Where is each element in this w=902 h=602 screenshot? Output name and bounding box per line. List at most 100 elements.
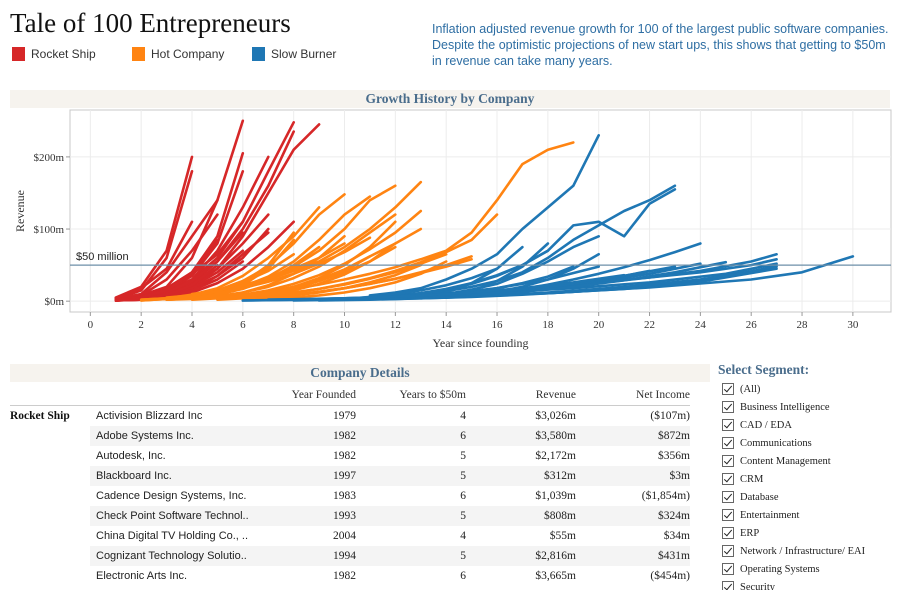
- legend-label: Hot Company: [151, 47, 225, 61]
- company-cell: Electronic Arts Inc.: [96, 570, 188, 582]
- checkbox-checked-icon[interactable]: [722, 401, 734, 413]
- net-income-cell: $431m: [576, 546, 690, 566]
- table-header: Year Founded Years to $50m Revenue Net I…: [10, 385, 690, 406]
- company-line[interactable]: [266, 260, 448, 301]
- segment-option[interactable]: Network / Infrastructure/ EAI: [722, 542, 897, 560]
- segment-option[interactable]: Content Management: [722, 452, 897, 470]
- segment-option[interactable]: Operating Systems: [722, 560, 897, 578]
- table-row[interactable]: Cadence Design Systems, Inc. 1983 6 $1,039m…: [10, 486, 690, 506]
- legend-label: Rocket Ship: [31, 47, 96, 61]
- segment-option[interactable]: CRM: [722, 470, 897, 488]
- company-cell: Adobe Systems Inc.: [90, 426, 256, 446]
- revenue-cell: $3,026m: [535, 410, 576, 422]
- checkbox-checked-icon[interactable]: [722, 581, 734, 590]
- segment-label: Database: [740, 491, 779, 503]
- segment-filter-title: Select Segment:: [718, 362, 810, 377]
- revenue-cell: $2,816m: [466, 546, 576, 566]
- revenue-cell: $3,665m: [535, 570, 576, 582]
- x-tick-label: 6: [240, 319, 246, 331]
- company-line[interactable]: [139, 253, 296, 302]
- company-line[interactable]: [114, 263, 219, 302]
- legend-item-rocket-ship[interactable]: Rocket Ship: [12, 47, 96, 61]
- net-income-cell: $872m: [576, 426, 690, 446]
- table-row[interactable]: Autodesk, Inc. 1982 5 $2,172m $356m: [10, 446, 690, 466]
- reference-label: $50 million: [76, 251, 129, 263]
- net-income-cell: $324m: [576, 506, 690, 526]
- net-income-cell: ($454m): [650, 570, 690, 582]
- table-row[interactable]: Check Point Software Technol.. 1993 5 $808m…: [10, 506, 690, 526]
- series-rocket-ship: [114, 119, 321, 302]
- segment-option[interactable]: Business Intelligence: [722, 398, 897, 416]
- revenue-cell: $1,039m: [535, 490, 576, 502]
- company-cell: Cadence Design Systems, Inc.: [96, 490, 247, 502]
- segment-label: Communications: [740, 437, 812, 449]
- founded-cell: 1993: [256, 506, 356, 526]
- x-tick-label: 28: [797, 319, 809, 331]
- checkbox-checked-icon[interactable]: [722, 383, 734, 395]
- segment-option[interactable]: (All): [722, 380, 897, 398]
- segment-option[interactable]: Security: [722, 578, 897, 590]
- x-tick-label: 10: [339, 319, 351, 331]
- table-row[interactable]: Blackboard Inc. 1997 5 $312m $3m: [10, 466, 690, 486]
- table-row[interactable]: Electronic Arts Inc. 1982 6 $3,665m ($454m): [10, 566, 690, 586]
- x-tick-label: 26: [746, 319, 758, 331]
- company-cell: Cognizant Technology Solutio..: [90, 546, 256, 566]
- x-tick-label: 20: [593, 319, 605, 331]
- checkbox-checked-icon[interactable]: [722, 419, 734, 431]
- company-line[interactable]: [241, 263, 423, 301]
- column-header[interactable]: Year Founded: [256, 385, 356, 406]
- company-line[interactable]: [114, 220, 194, 300]
- growth-chart: $50 million 0 2 4 6 8 10 12 14 16 18 20 22 24 26 28 30$…: [13, 109, 892, 350]
- segment-option[interactable]: CAD / EDA: [722, 416, 897, 434]
- segment-option[interactable]: Communications: [722, 434, 897, 452]
- years-cell: 6: [460, 490, 466, 502]
- segment-label: Content Management: [740, 455, 831, 467]
- checkbox-checked-icon[interactable]: [722, 437, 734, 449]
- segment-option[interactable]: ERP: [722, 524, 897, 542]
- column-header[interactable]: Net Income: [576, 385, 690, 406]
- company-line[interactable]: [470, 242, 702, 297]
- legend-item-hot-company[interactable]: Hot Company: [132, 47, 224, 61]
- details-title: Company Details: [10, 364, 710, 382]
- company-line[interactable]: [266, 273, 626, 302]
- y-tick-label: $100m: [33, 224, 64, 236]
- x-tick-label: 0: [88, 319, 94, 331]
- company-line[interactable]: [368, 134, 601, 297]
- legend-swatch: [252, 47, 265, 61]
- net-income-cell: $356m: [658, 450, 690, 462]
- legend-item-slow-burner[interactable]: Slow Burner: [252, 47, 336, 61]
- checkbox-checked-icon[interactable]: [722, 527, 734, 539]
- founded-cell: 1983: [333, 490, 356, 502]
- checkbox-checked-icon[interactable]: [722, 455, 734, 467]
- segment-label: (All): [740, 383, 761, 395]
- checkbox-checked-icon[interactable]: [722, 473, 734, 485]
- table-row[interactable]: Cognizant Technology Solutio.. 1994 5 $2,81…: [10, 546, 690, 566]
- y-tick-label: $200m: [33, 152, 64, 164]
- x-tick-label: 12: [390, 319, 401, 331]
- founded-cell: 1982: [333, 450, 356, 462]
- checkbox-checked-icon[interactable]: [722, 563, 734, 575]
- series-layer: [114, 119, 855, 302]
- company-cell: Autodesk, Inc.: [96, 450, 166, 462]
- company-line[interactable]: [114, 170, 194, 301]
- table-row[interactable]: China Digital TV Holding Co., .. 2004 4 $55…: [10, 526, 690, 546]
- column-header[interactable]: Revenue: [466, 385, 576, 406]
- column-header[interactable]: Years to $50m: [356, 385, 466, 406]
- segment-option[interactable]: Entertainment: [722, 506, 897, 524]
- checkbox-checked-icon[interactable]: [722, 491, 734, 503]
- table-row[interactable]: Adobe Systems Inc. 1982 6 $3,580m $872m: [10, 426, 690, 446]
- years-cell: 6: [460, 570, 466, 582]
- table-row[interactable]: Rocket Ship Activision Blizzard Inc 1979 4 $…: [10, 406, 690, 427]
- net-income-cell: $3m: [576, 466, 690, 486]
- segment-label: Operating Systems: [740, 563, 820, 575]
- x-tick-label: 4: [189, 319, 195, 331]
- checkbox-checked-icon[interactable]: [722, 545, 734, 557]
- segment-label: Entertainment: [740, 509, 800, 521]
- years-cell: 4: [460, 410, 466, 422]
- x-tick-label: 24: [695, 319, 707, 331]
- series-hot-company: [139, 141, 575, 302]
- checkbox-checked-icon[interactable]: [722, 509, 734, 521]
- company-line[interactable]: [190, 235, 346, 301]
- company-line[interactable]: [114, 198, 219, 301]
- segment-option[interactable]: Database: [722, 488, 897, 506]
